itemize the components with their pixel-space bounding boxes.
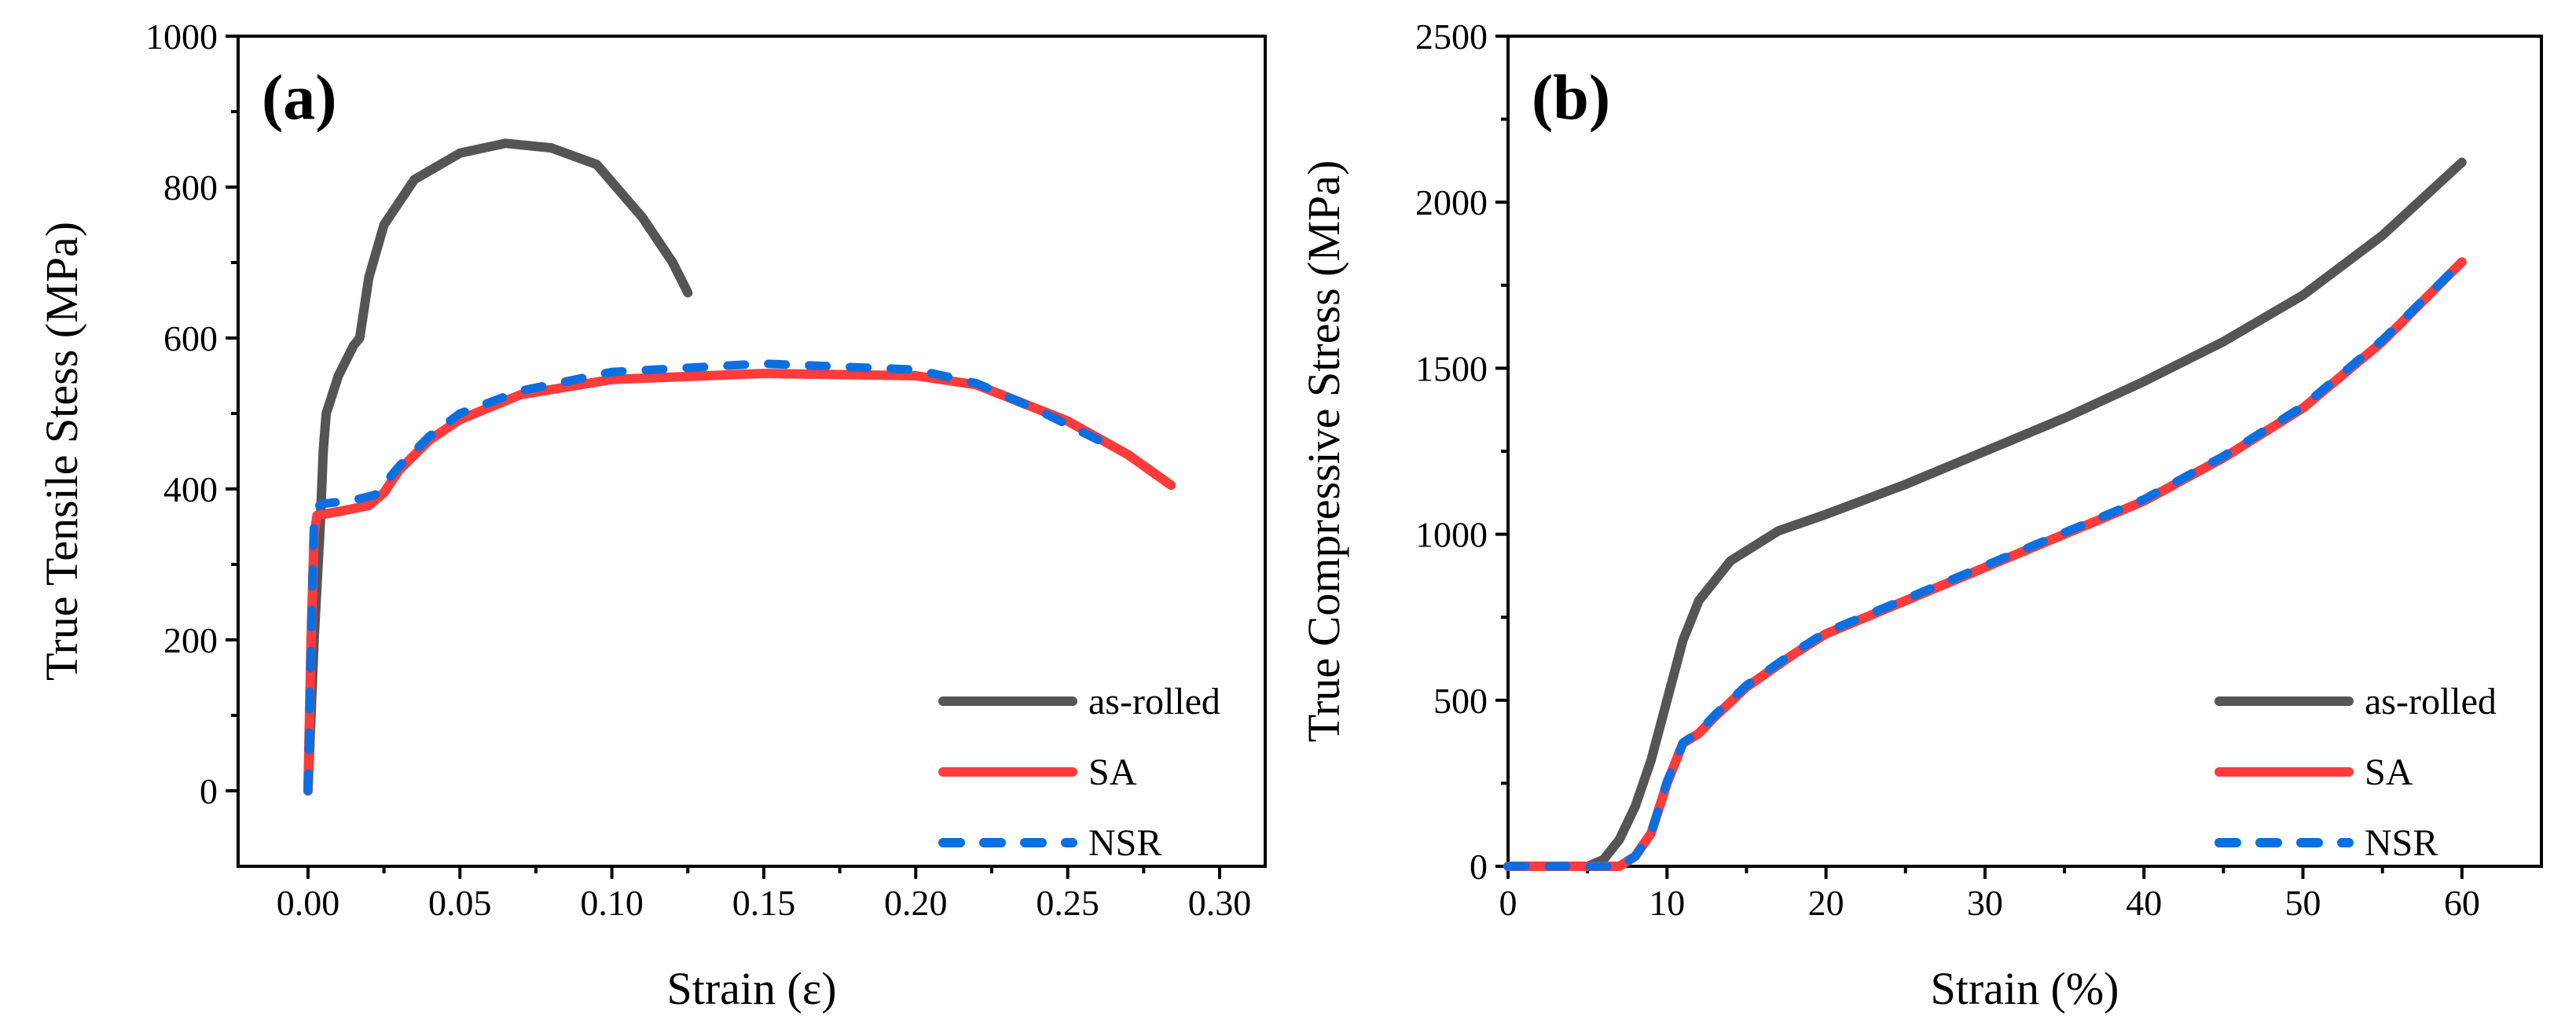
x-axis-label: Strain (%): [1931, 963, 2119, 1014]
y-tick-label: 400: [163, 469, 218, 509]
y-axis-label: True Tensile Stess (MPa): [36, 222, 87, 681]
plot-frame: [1506, 35, 2543, 868]
panel-label: (a): [262, 61, 337, 133]
x-tick-label: 30: [1967, 883, 2003, 923]
x-tick-label: 0.05: [428, 883, 492, 923]
series-line-as-rolled: [1503, 157, 2467, 871]
series-line-as-rolled: [303, 138, 693, 796]
y-tick-label: 2000: [1415, 182, 1488, 222]
x-tick-label: 50: [2285, 883, 2321, 923]
y-tick-label: 500: [1433, 681, 1488, 721]
series-line-nsr: [1503, 257, 2467, 871]
x-tick-label: 0.15: [732, 883, 796, 923]
legend-label: as-rolled: [2365, 681, 2497, 722]
x-tick-label: 0.25: [1036, 883, 1099, 923]
y-tick-label: 0: [1470, 847, 1488, 887]
y-tick-label: 1000: [145, 17, 218, 57]
x-tick-label: 40: [2126, 883, 2162, 923]
x-tick-label: 0.00: [277, 883, 340, 923]
x-tick-label: 10: [1649, 883, 1685, 923]
x-tick-label: 20: [1808, 883, 1844, 923]
y-tick-label: 200: [163, 620, 218, 660]
x-tick-label: 0.30: [1188, 883, 1252, 923]
panel-b: 0 500 1000 1500 2000 2500 0 10 20 30 40 50 60 Strain …: [1298, 17, 2543, 1014]
series-line-sa: [303, 369, 1176, 796]
y-tick-label: 800: [163, 167, 218, 208]
legend-label: NSR: [2365, 822, 2438, 864]
y-tick-label: 2500: [1415, 17, 1488, 57]
panel-label: (b): [1532, 61, 1610, 133]
x-tick-label: 0.20: [884, 883, 948, 923]
series-line-nsr: [303, 359, 1103, 796]
y-axis-label: True Compressive Stress (MPa): [1298, 160, 1349, 743]
x-tick-label: 0: [1499, 883, 1517, 923]
plot-frame: [237, 35, 1267, 868]
y-tick-label: 600: [163, 318, 218, 358]
legend-label: SA: [2365, 752, 2413, 793]
y-tick-label: 1000: [1415, 515, 1488, 555]
legend-label: as-rolled: [1088, 681, 1220, 722]
x-tick-label: 60: [2444, 883, 2480, 923]
y-tick-label: 1500: [1415, 348, 1488, 388]
legend-label: SA: [1088, 752, 1137, 793]
y-tick-label: 0: [200, 771, 218, 811]
panel-a: 0 200 400 600 800 1000 0.00 0.05 0.10 0.15 0.20 0.2…: [36, 17, 1267, 1014]
x-axis-label: Strain (ε): [666, 963, 836, 1014]
x-tick-label: 0.10: [580, 883, 644, 923]
legend-label: NSR: [1088, 822, 1161, 864]
